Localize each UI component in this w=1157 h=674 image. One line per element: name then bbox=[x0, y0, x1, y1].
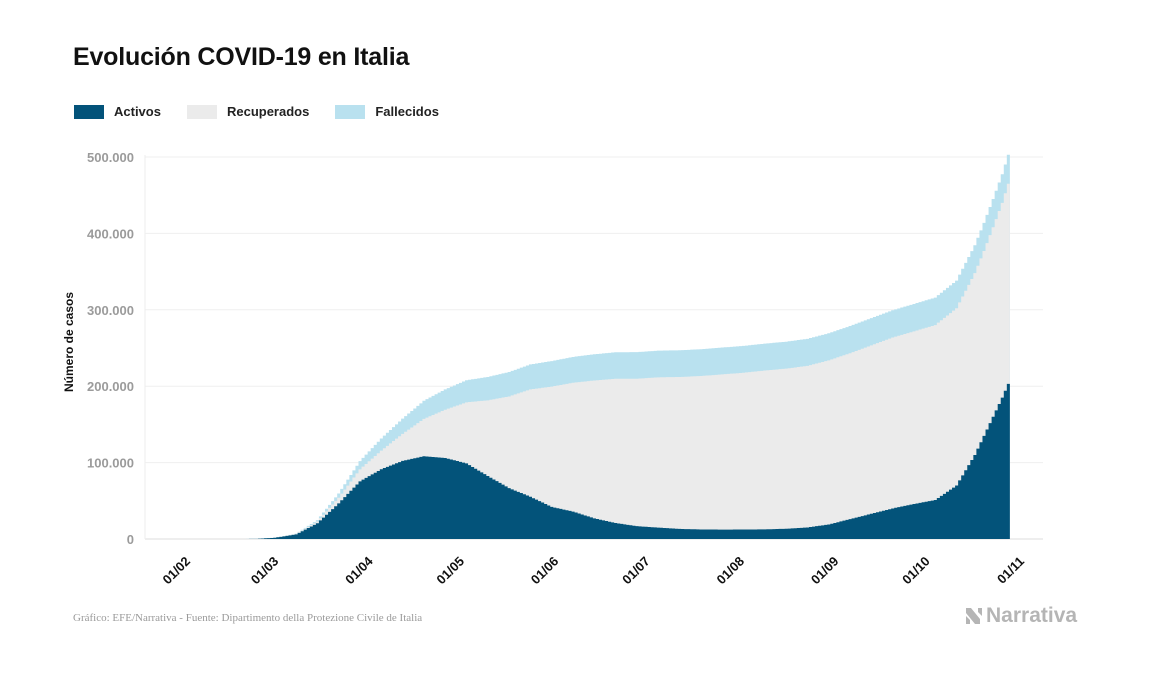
x-tick-label: 01/07 bbox=[619, 554, 653, 588]
legend-item-activos: Activos bbox=[74, 104, 161, 119]
chart-title: Evolución COVID-19 en Italia bbox=[73, 43, 410, 71]
x-tick-label: 01/09 bbox=[808, 554, 842, 588]
legend-item-fallecidos: Fallecidos bbox=[335, 104, 439, 119]
x-tick-label: 01/04 bbox=[342, 553, 376, 587]
x-tick-label: 01/05 bbox=[433, 554, 467, 588]
y-tick-label: 200.000 bbox=[87, 379, 134, 394]
x-tick-label: 01/11 bbox=[994, 554, 1027, 587]
legend-label-activos: Activos bbox=[114, 104, 161, 119]
legend-swatch-fallecidos bbox=[335, 104, 366, 119]
narrativa-logo-icon bbox=[966, 608, 982, 624]
y-tick-label: 500.000 bbox=[87, 150, 134, 165]
series-area-activos bbox=[239, 383, 1010, 539]
legend-swatch-activos bbox=[74, 104, 104, 119]
x-tick-label: 01/08 bbox=[713, 554, 747, 588]
source-note: Gráfico: EFE/Narrativa - Fuente: Diparti… bbox=[73, 612, 423, 624]
y-tick-label: 400.000 bbox=[87, 226, 134, 241]
legend-swatch-recuperados bbox=[186, 104, 217, 119]
y-tick-label: 300.000 bbox=[87, 303, 134, 318]
narrativa-logo: Narrativa bbox=[964, 604, 1077, 628]
series-area-recuperados bbox=[239, 183, 1010, 540]
x-tick-label: 01/06 bbox=[528, 554, 562, 588]
legend: Activos Recuperados Fallecidos bbox=[74, 104, 465, 119]
y-tick-label: 100.000 bbox=[87, 456, 134, 471]
legend-label-fallecidos: Fallecidos bbox=[375, 104, 439, 119]
y-tick-label: 0 bbox=[127, 532, 134, 547]
narrativa-logo-text: Narrativa bbox=[986, 604, 1078, 627]
legend-item-recuperados: Recuperados bbox=[186, 104, 310, 119]
x-tick-label: 01/10 bbox=[899, 554, 933, 588]
x-tick-label: 01/03 bbox=[248, 554, 282, 588]
chart-area: 0 100.000 200.000 300.000 400.000 500.000 01/0… bbox=[87, 150, 1043, 588]
legend-label-recuperados: Recuperados bbox=[226, 104, 310, 119]
x-tick-label: 01/02 bbox=[160, 554, 194, 588]
